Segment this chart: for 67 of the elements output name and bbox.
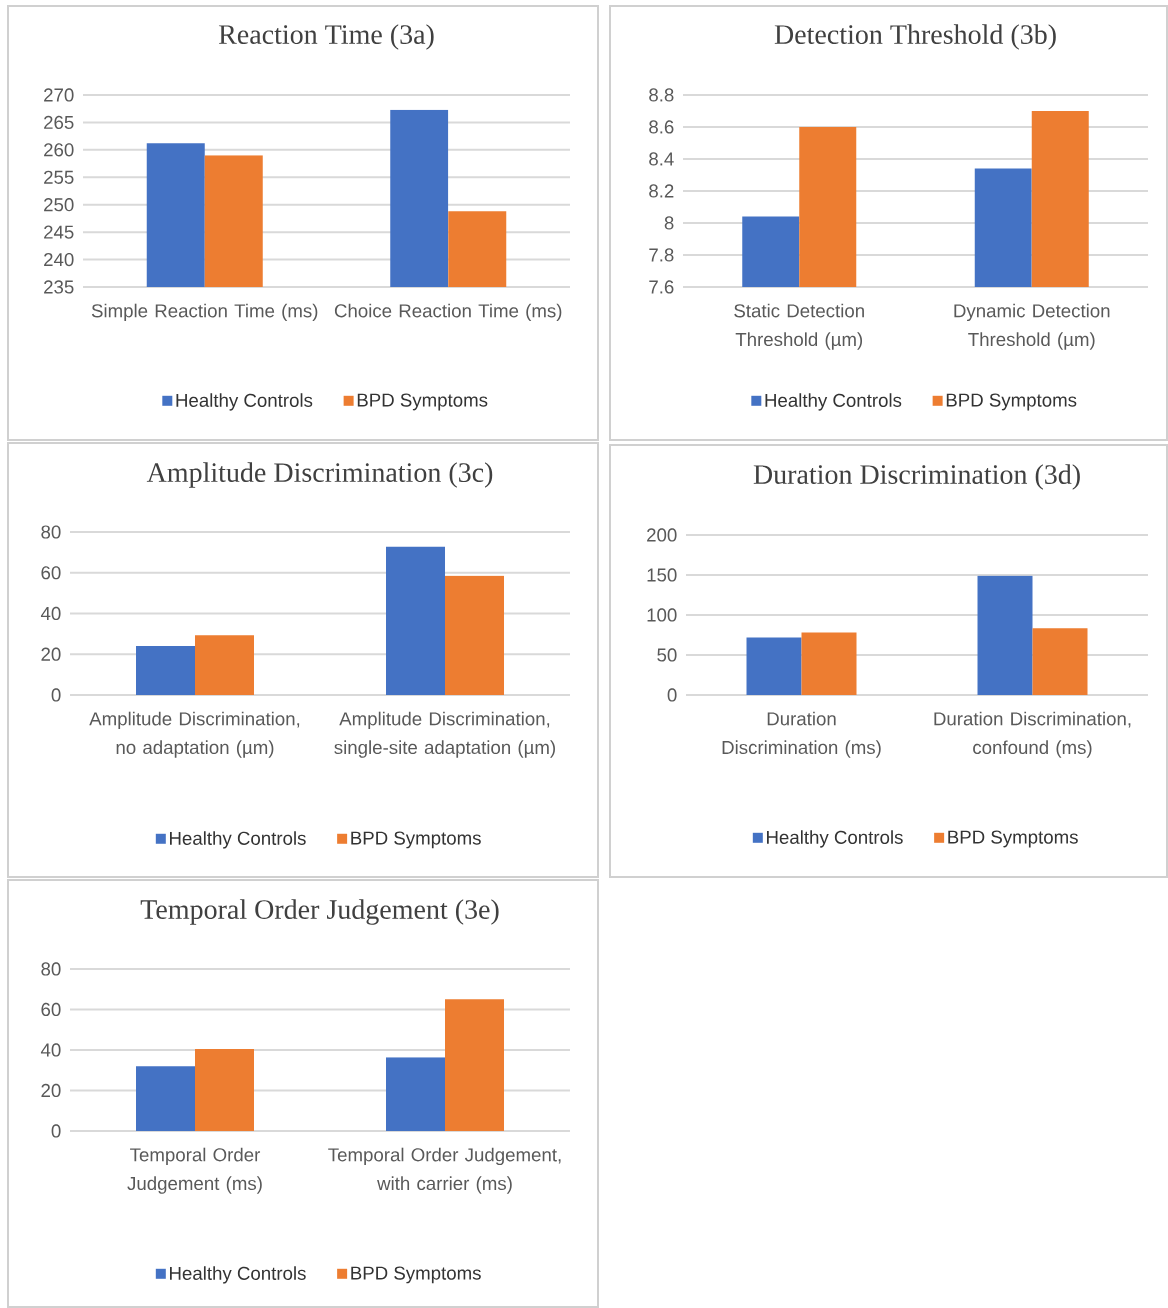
legend-label: BPD Symptoms	[946, 393, 1077, 411]
legend-label: BPD Symptoms	[351, 831, 481, 849]
legend-label: BPD Symptoms	[351, 1266, 481, 1284]
chart-title: Temporal Order Judgement (3e)	[140, 899, 499, 925]
y-tick-label: 0	[51, 1124, 61, 1138]
legend-label: Healthy Controls	[170, 831, 306, 849]
y-tick-label: 255	[44, 170, 74, 184]
bar	[1032, 628, 1088, 695]
y-tick-label: 20	[41, 1083, 61, 1098]
bar	[801, 632, 857, 695]
y-tick-label: 7.8	[649, 248, 674, 262]
y-tick-label: 100	[647, 608, 677, 622]
legend-label: BPD Symptoms	[948, 830, 1078, 848]
bar	[195, 635, 254, 695]
y-tick-label: 0	[667, 688, 677, 702]
y-tick-label: 7.6	[649, 280, 674, 294]
y-tick-label: 40	[40, 606, 61, 621]
bar	[136, 1066, 195, 1131]
y-tick-label: 150	[647, 568, 677, 582]
bar	[386, 1057, 445, 1131]
bar	[746, 637, 802, 695]
y-tick-label: 260	[44, 143, 74, 157]
legend-label: BPD Symptoms	[357, 393, 488, 411]
x-tick-label: Static Detection Threshold (µm)	[734, 303, 864, 350]
y-tick-label: 245	[44, 225, 74, 239]
x-tick-label: Duration Discrimination, confound (ms)	[934, 711, 1131, 758]
legend-label: Healthy Controls	[767, 830, 903, 848]
bar	[445, 999, 505, 1131]
y-tick-label: 8.2	[649, 184, 674, 198]
y-tick-label: 250	[44, 198, 74, 212]
bar	[386, 546, 445, 695]
y-tick-label: 8.4	[649, 152, 674, 166]
x-tick-label: Simple Reaction Time (ms)	[91, 303, 318, 322]
x-tick-label: Choice Reaction Time (ms)	[334, 303, 562, 322]
y-tick-label: 80	[41, 962, 61, 976]
x-tick-label: Duration Discrimination (ms)	[722, 711, 881, 758]
bar	[195, 1048, 254, 1131]
y-tick-label: 50	[657, 648, 677, 662]
chart-title: Reaction Time (3a)	[218, 24, 434, 50]
chart-title: Amplitude Discrimination (3c)	[146, 462, 493, 488]
x-tick-label: Dynamic Detection Threshold (µm)	[954, 303, 1110, 350]
y-tick-label: 270	[44, 88, 74, 102]
y-tick-label: 240	[44, 252, 74, 267]
x-tick-label: Amplitude Discrimination, no adaptation (µm)	[89, 711, 300, 758]
y-tick-label: 8.6	[649, 120, 674, 134]
y-tick-label: 8.8	[649, 88, 674, 102]
legend-label: Healthy Controls	[170, 1266, 306, 1284]
y-tick-label: 265	[44, 115, 74, 130]
legend-label: Healthy Controls	[176, 393, 313, 411]
bar	[977, 575, 1033, 695]
x-tick-label: Temporal Order Judgement (ms)	[127, 1147, 262, 1194]
bar	[136, 646, 195, 695]
y-tick-label: 200	[647, 528, 677, 542]
legend-label: Healthy Controls	[765, 393, 902, 411]
y-tick-label: 60	[41, 1002, 61, 1017]
bar	[445, 575, 505, 695]
x-tick-label: Amplitude Discrimination, single-site adaptation (µm)	[334, 711, 555, 758]
y-tick-label: 235	[44, 280, 74, 294]
y-tick-label: 20	[41, 647, 61, 661]
x-tick-label: Temporal Order Judgement, with carrier (ms)	[328, 1147, 561, 1194]
y-tick-label: 40	[40, 1043, 61, 1057]
y-tick-label: 80	[41, 525, 61, 539]
chart-title: Detection Threshold (3b)	[774, 24, 1056, 50]
y-tick-label: 8	[664, 216, 674, 230]
y-tick-label: 60	[41, 566, 61, 580]
y-tick-label: 0	[51, 688, 61, 702]
chart-title: Duration Discrimination (3d)	[753, 464, 1080, 490]
